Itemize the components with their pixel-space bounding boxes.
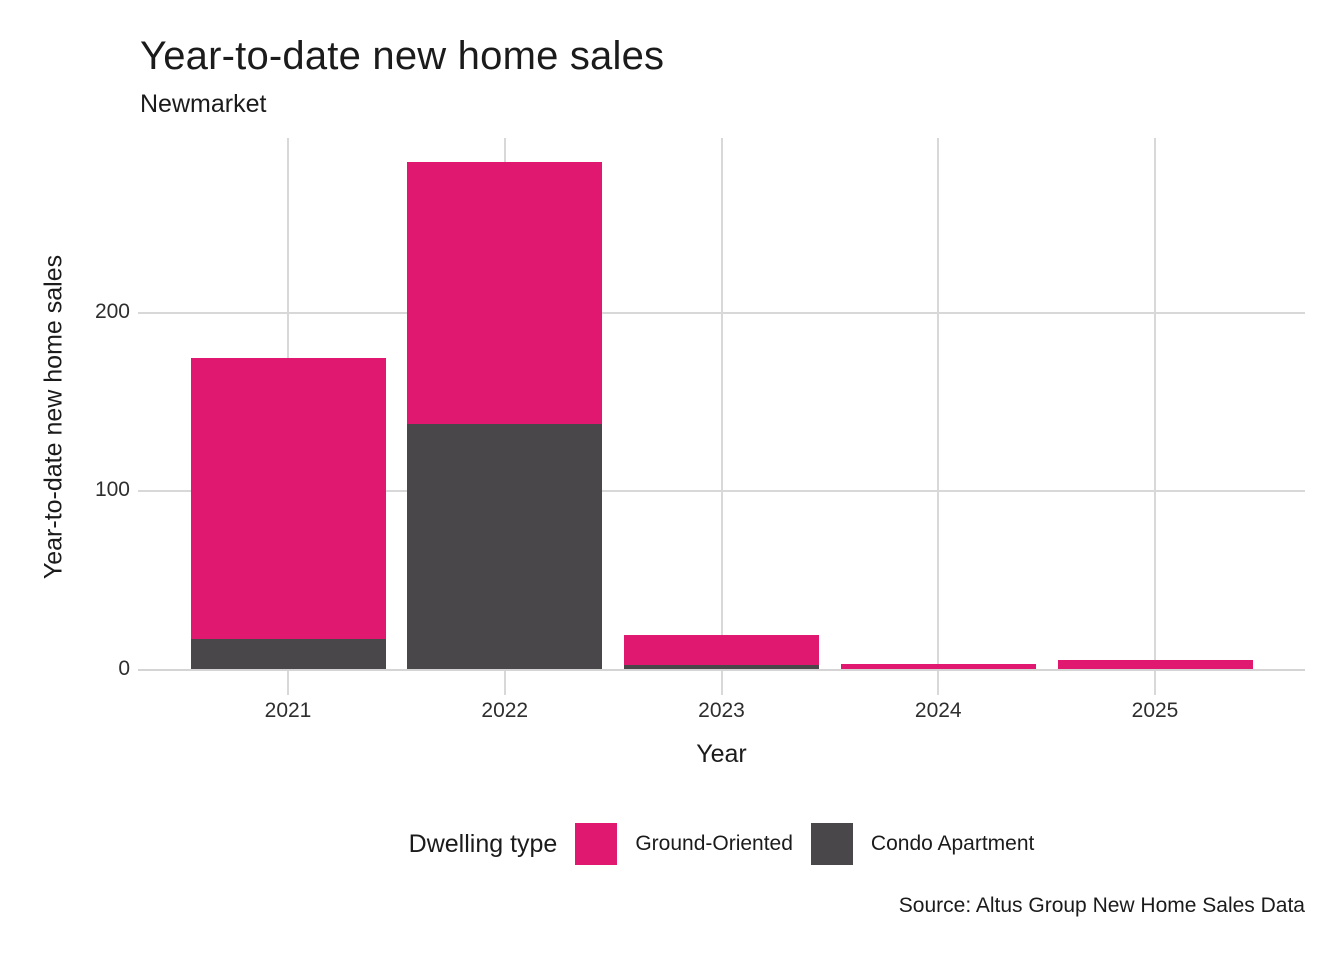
- legend-item-condo-apartment: Condo Apartment: [810, 823, 1035, 865]
- x-tick-label-2025: 2025: [1131, 699, 1179, 722]
- chart-title: Year-to-date new home sales: [140, 34, 665, 78]
- x-tick-label-2021: 2021: [264, 699, 312, 722]
- x-tick-label-2023: 2023: [698, 699, 745, 722]
- legend: Dwelling type Ground-Oriented Condo Apar…: [138, 821, 1305, 867]
- y-tick-label-0: 0: [118, 657, 130, 680]
- legend-label: Ground-Oriented: [635, 832, 793, 855]
- chart-subtitle: Newmarket: [140, 90, 267, 118]
- legend-label: Condo Apartment: [870, 832, 1035, 855]
- x-axis-title: Year: [696, 740, 747, 768]
- ground-oriented-swatch-icon: [575, 823, 618, 865]
- plot-panel: [138, 138, 1305, 695]
- legend-item-ground-oriented: Ground-Oriented: [575, 823, 793, 865]
- v-gridline-2023: [720, 138, 723, 695]
- bar-2023-ground-oriented: [624, 635, 819, 666]
- x-axis-line: [138, 669, 1305, 671]
- bar-2021-condo-apartment: [190, 638, 386, 669]
- y-tick-label-200: 200: [94, 299, 130, 323]
- bar-2023-condo-apartment: [624, 665, 819, 669]
- y-tick-label-100: 100: [94, 478, 130, 502]
- legend-title: Dwelling type: [408, 829, 558, 858]
- bar-2022-ground-oriented: [407, 162, 603, 425]
- v-gridline-2025: [1154, 138, 1156, 695]
- v-gridline-2024: [937, 138, 940, 695]
- x-tick-label-2024: 2024: [914, 699, 962, 722]
- bar-2021-ground-oriented: [190, 358, 386, 639]
- bar-2024-ground-oriented: [840, 663, 1036, 669]
- condo-apartment-swatch-icon: [810, 823, 853, 865]
- bar-2025-ground-oriented: [1057, 660, 1253, 669]
- bar-2022-condo-apartment: [407, 424, 603, 669]
- source-caption: Source: Altus Group New Home Sales Data: [898, 894, 1305, 917]
- x-tick-label-2022: 2022: [481, 699, 529, 722]
